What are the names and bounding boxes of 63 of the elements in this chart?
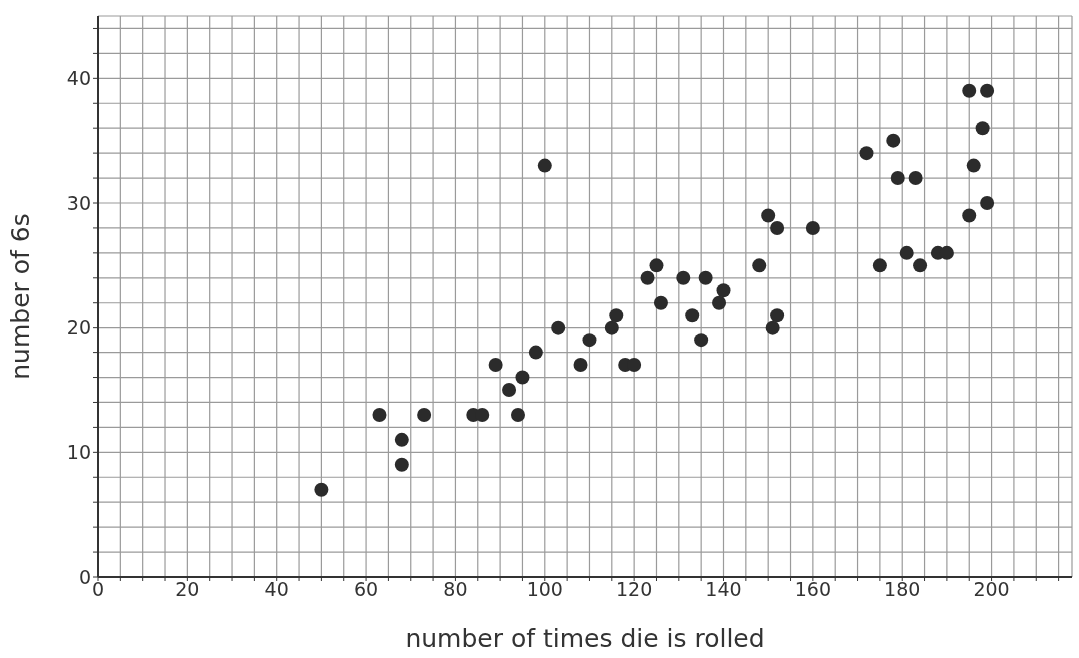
point [653, 295, 668, 310]
point [394, 432, 409, 447]
point [890, 171, 905, 186]
x-tick-label: 160 [794, 578, 831, 601]
point [604, 320, 619, 335]
point [770, 220, 785, 235]
point [698, 270, 713, 285]
point [765, 320, 780, 335]
point [913, 258, 928, 273]
x-axis-title: number of times die is rolled [405, 624, 765, 653]
point [872, 258, 887, 273]
point [712, 295, 727, 310]
point [770, 308, 785, 323]
x-tick-label: 140 [705, 578, 742, 601]
point [510, 407, 525, 422]
point [537, 158, 552, 173]
point [685, 308, 700, 323]
y-tick-label: 20 [66, 316, 91, 339]
point [676, 270, 691, 285]
point [515, 370, 530, 385]
point [488, 358, 503, 373]
point [573, 358, 588, 373]
point [394, 457, 409, 472]
point [975, 121, 990, 136]
point [886, 133, 901, 148]
y-tick-label: 10 [66, 441, 91, 464]
y-tick-label: 40 [66, 67, 91, 90]
point [859, 146, 874, 161]
point [475, 407, 490, 422]
point [551, 320, 566, 335]
point [694, 333, 709, 348]
point [609, 308, 624, 323]
point [899, 245, 914, 260]
y-axis-title: number of 6s [5, 213, 35, 380]
x-tick-label: 80 [443, 578, 468, 601]
point [502, 383, 517, 397]
point [372, 407, 387, 422]
point [417, 407, 432, 422]
x-tick-label: 0 [91, 578, 105, 601]
x-tick-label: 100 [526, 578, 563, 601]
point [962, 208, 977, 223]
point [966, 158, 981, 173]
x-tick-label: 200 [973, 578, 1010, 601]
point [528, 345, 543, 360]
point [980, 196, 995, 210]
point [908, 171, 923, 186]
point [805, 220, 820, 235]
x-tick-label: 180 [884, 578, 921, 601]
point [582, 333, 597, 348]
point [314, 482, 329, 497]
point [962, 83, 977, 98]
x-tick-label: 120 [616, 578, 653, 601]
point [640, 270, 655, 285]
y-tick-label: 30 [66, 191, 91, 214]
x-tick-label: 40 [264, 578, 289, 601]
point [627, 358, 642, 373]
point [761, 208, 776, 223]
point [716, 283, 731, 298]
point [752, 258, 767, 273]
x-tick-label: 20 [175, 578, 200, 601]
point [649, 258, 664, 273]
x-tick-label: 60 [353, 578, 379, 601]
point [980, 83, 995, 98]
